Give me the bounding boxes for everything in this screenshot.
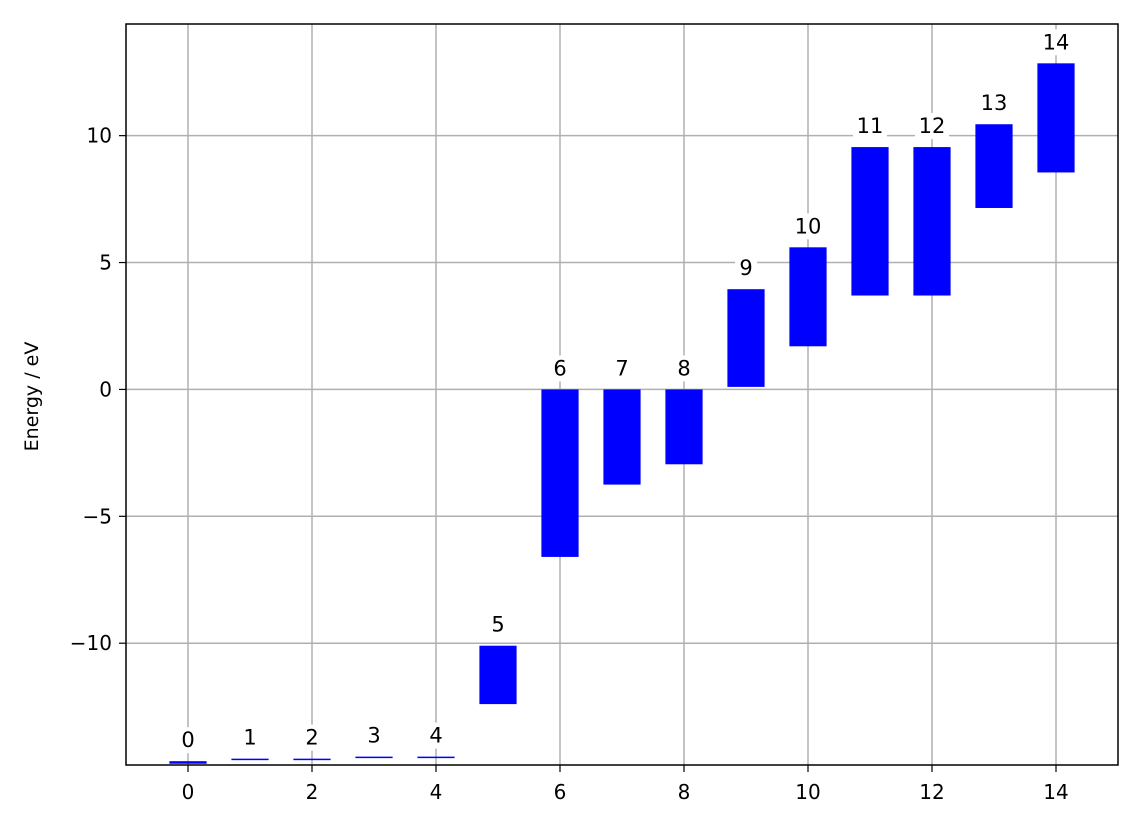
bar [913,147,951,296]
bar-label-bg [791,213,825,240]
x-tick-label: 6 [554,780,567,804]
x-tick-label: 8 [678,780,691,804]
x-tick-label: 10 [795,780,820,804]
bar-label-bg [1039,29,1073,56]
bar [975,124,1013,208]
bar-label: 5 [491,613,504,637]
x-tick-label: 12 [919,780,944,804]
y-axis-label: Energy / eV [21,342,43,452]
bar-label-bg [977,90,1011,117]
bar-label: 4 [429,724,442,748]
bar-label-bg [735,255,757,282]
bar [1037,63,1075,173]
bar [727,289,765,387]
bar-label-bg [673,355,695,382]
x-tick-label: 14 [1043,780,1068,804]
bar-label-bg [177,727,199,754]
bar [231,758,269,761]
bar-label-bg [549,355,571,382]
bar [665,389,703,465]
bar [479,645,517,705]
bar-label-bg [425,722,447,749]
bar-label: 1 [243,726,256,750]
bar [789,247,827,347]
x-tick-label: 2 [306,780,319,804]
bar-label: 11 [857,114,884,138]
bar-label: 8 [677,356,690,380]
bar [355,756,393,759]
y-tick-label: −5 [83,504,112,528]
bar-label: 7 [615,356,628,380]
bar-label: 10 [795,214,822,238]
bar-label-bg [363,722,385,749]
bar [169,761,207,764]
bar-label-bg [487,611,509,638]
bar [293,758,331,761]
y-tick-label: 5 [99,251,112,275]
bar-label: 14 [1043,30,1070,54]
bar-label: 0 [181,728,194,752]
bar [851,147,889,296]
bar-label-bg [301,724,323,751]
bar-label: 2 [305,726,318,750]
bar [541,389,579,557]
bar-label: 12 [919,114,946,138]
bar-label-bg [611,355,633,382]
bar-label-bg [239,724,261,751]
bar-label: 6 [553,356,566,380]
y-tick-label: 0 [99,377,112,401]
bar-label: 13 [981,91,1008,115]
plot-frame [125,23,1119,766]
x-tick-label: 4 [430,780,443,804]
y-tick-label: 10 [87,124,112,148]
bar-label: 3 [367,724,380,748]
y-tick-label: −10 [70,631,112,655]
bar-label-bg [915,113,949,140]
bar [603,389,641,485]
bar-label: 9 [739,256,752,280]
bar [417,756,455,759]
bars [169,63,1075,764]
bar-label-bg [853,113,887,140]
x-tick-label: 0 [182,780,195,804]
